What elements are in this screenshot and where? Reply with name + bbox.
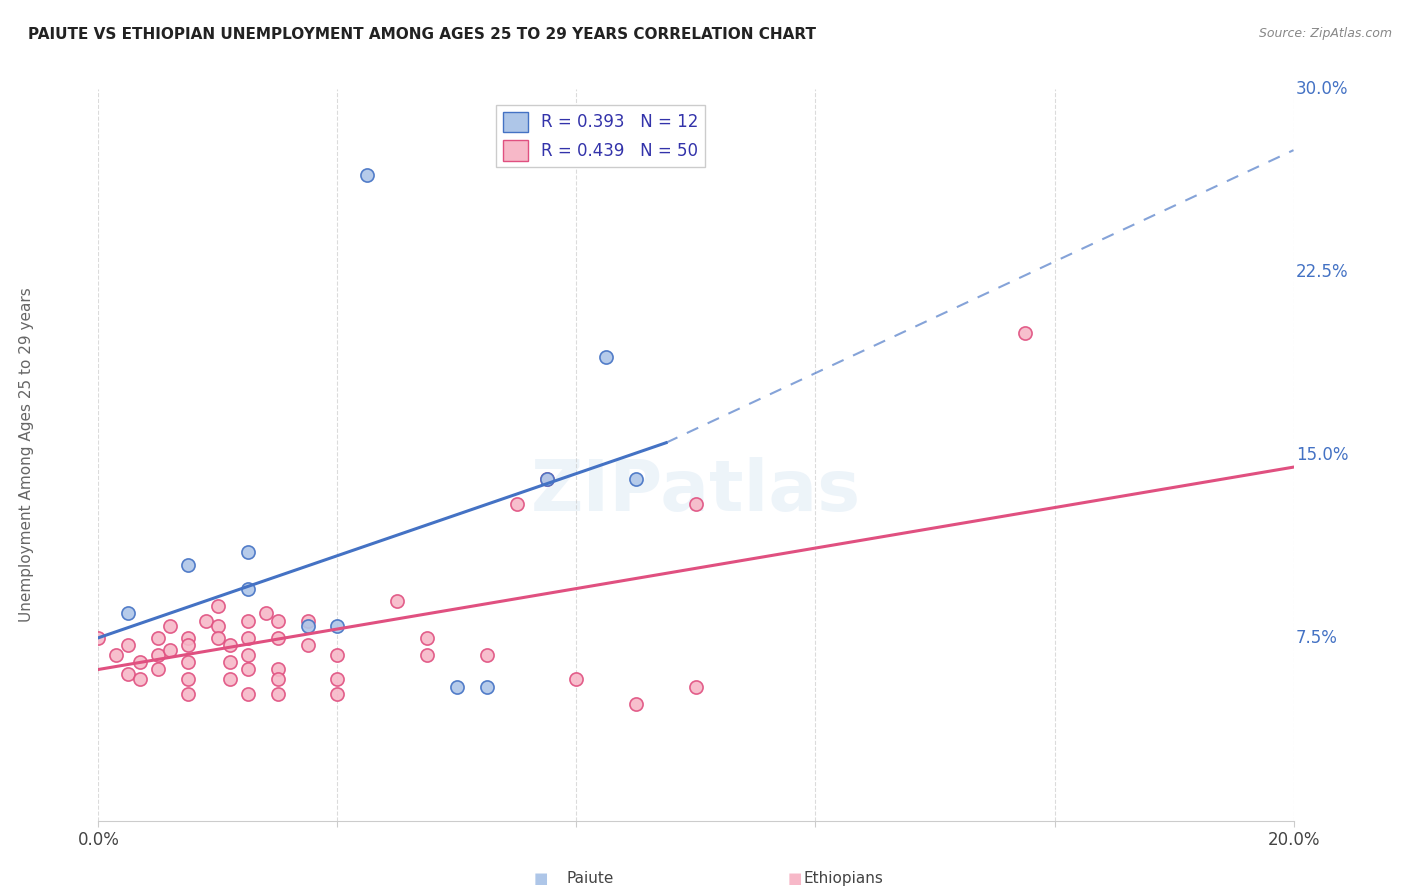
Point xyxy=(267,631,290,645)
Point xyxy=(356,168,378,182)
Point xyxy=(685,680,707,694)
Point xyxy=(236,648,259,662)
Text: ■: ■ xyxy=(534,871,548,886)
Point xyxy=(624,472,647,486)
Point xyxy=(446,680,468,694)
Point xyxy=(117,607,139,621)
Point xyxy=(177,631,200,645)
Point xyxy=(105,648,128,662)
Point xyxy=(159,643,181,657)
Point xyxy=(416,631,439,645)
Point xyxy=(236,545,259,559)
Point xyxy=(326,672,349,686)
Point xyxy=(219,655,242,669)
Point xyxy=(117,638,139,652)
Text: 7.5%: 7.5% xyxy=(1296,629,1337,647)
Point xyxy=(219,638,242,652)
Point xyxy=(297,614,319,628)
Point xyxy=(87,631,110,645)
Point xyxy=(595,351,617,365)
Point xyxy=(207,618,229,632)
Point xyxy=(267,663,290,677)
Text: Source: ZipAtlas.com: Source: ZipAtlas.com xyxy=(1258,27,1392,40)
Point xyxy=(416,648,439,662)
Point xyxy=(207,631,229,645)
Text: Unemployment Among Ages 25 to 29 years: Unemployment Among Ages 25 to 29 years xyxy=(20,287,34,623)
Text: PAIUTE VS ETHIOPIAN UNEMPLOYMENT AMONG AGES 25 TO 29 YEARS CORRELATION CHART: PAIUTE VS ETHIOPIAN UNEMPLOYMENT AMONG A… xyxy=(28,27,815,42)
Point xyxy=(129,655,152,669)
Point xyxy=(236,663,259,677)
Point xyxy=(326,648,349,662)
Point xyxy=(267,687,290,701)
Point xyxy=(159,618,181,632)
Point xyxy=(475,648,498,662)
Point xyxy=(565,672,588,686)
Text: Ethiopians: Ethiopians xyxy=(804,871,883,886)
Point xyxy=(207,599,229,613)
Point xyxy=(1014,326,1036,340)
Point xyxy=(236,614,259,628)
Point xyxy=(536,472,558,486)
Point xyxy=(177,558,200,572)
Text: 30.0%: 30.0% xyxy=(1296,80,1348,98)
Point xyxy=(117,667,139,681)
Point xyxy=(129,672,152,686)
Point xyxy=(177,672,200,686)
Point xyxy=(236,582,259,596)
Point xyxy=(267,614,290,628)
Point xyxy=(475,680,498,694)
Point xyxy=(254,607,277,621)
Point xyxy=(148,631,170,645)
Point xyxy=(685,497,707,511)
Text: 22.5%: 22.5% xyxy=(1296,263,1348,281)
Point xyxy=(219,672,242,686)
Point xyxy=(267,672,290,686)
Point xyxy=(297,638,319,652)
Text: ZIPatlas: ZIPatlas xyxy=(531,457,860,526)
Point xyxy=(194,614,218,628)
Point xyxy=(177,638,200,652)
Point xyxy=(326,687,349,701)
Point xyxy=(506,497,529,511)
Text: ■: ■ xyxy=(787,871,801,886)
Point xyxy=(624,697,647,711)
Point xyxy=(236,631,259,645)
Point xyxy=(536,472,558,486)
Point xyxy=(177,655,200,669)
Legend: R = 0.393   N = 12, R = 0.439   N = 50: R = 0.393 N = 12, R = 0.439 N = 50 xyxy=(496,105,704,167)
Point xyxy=(177,687,200,701)
Point xyxy=(385,594,409,608)
Point xyxy=(148,663,170,677)
Point xyxy=(297,618,319,632)
Text: Paiute: Paiute xyxy=(567,871,614,886)
Text: 15.0%: 15.0% xyxy=(1296,446,1348,464)
Point xyxy=(148,648,170,662)
Point xyxy=(326,618,349,632)
Point xyxy=(236,687,259,701)
